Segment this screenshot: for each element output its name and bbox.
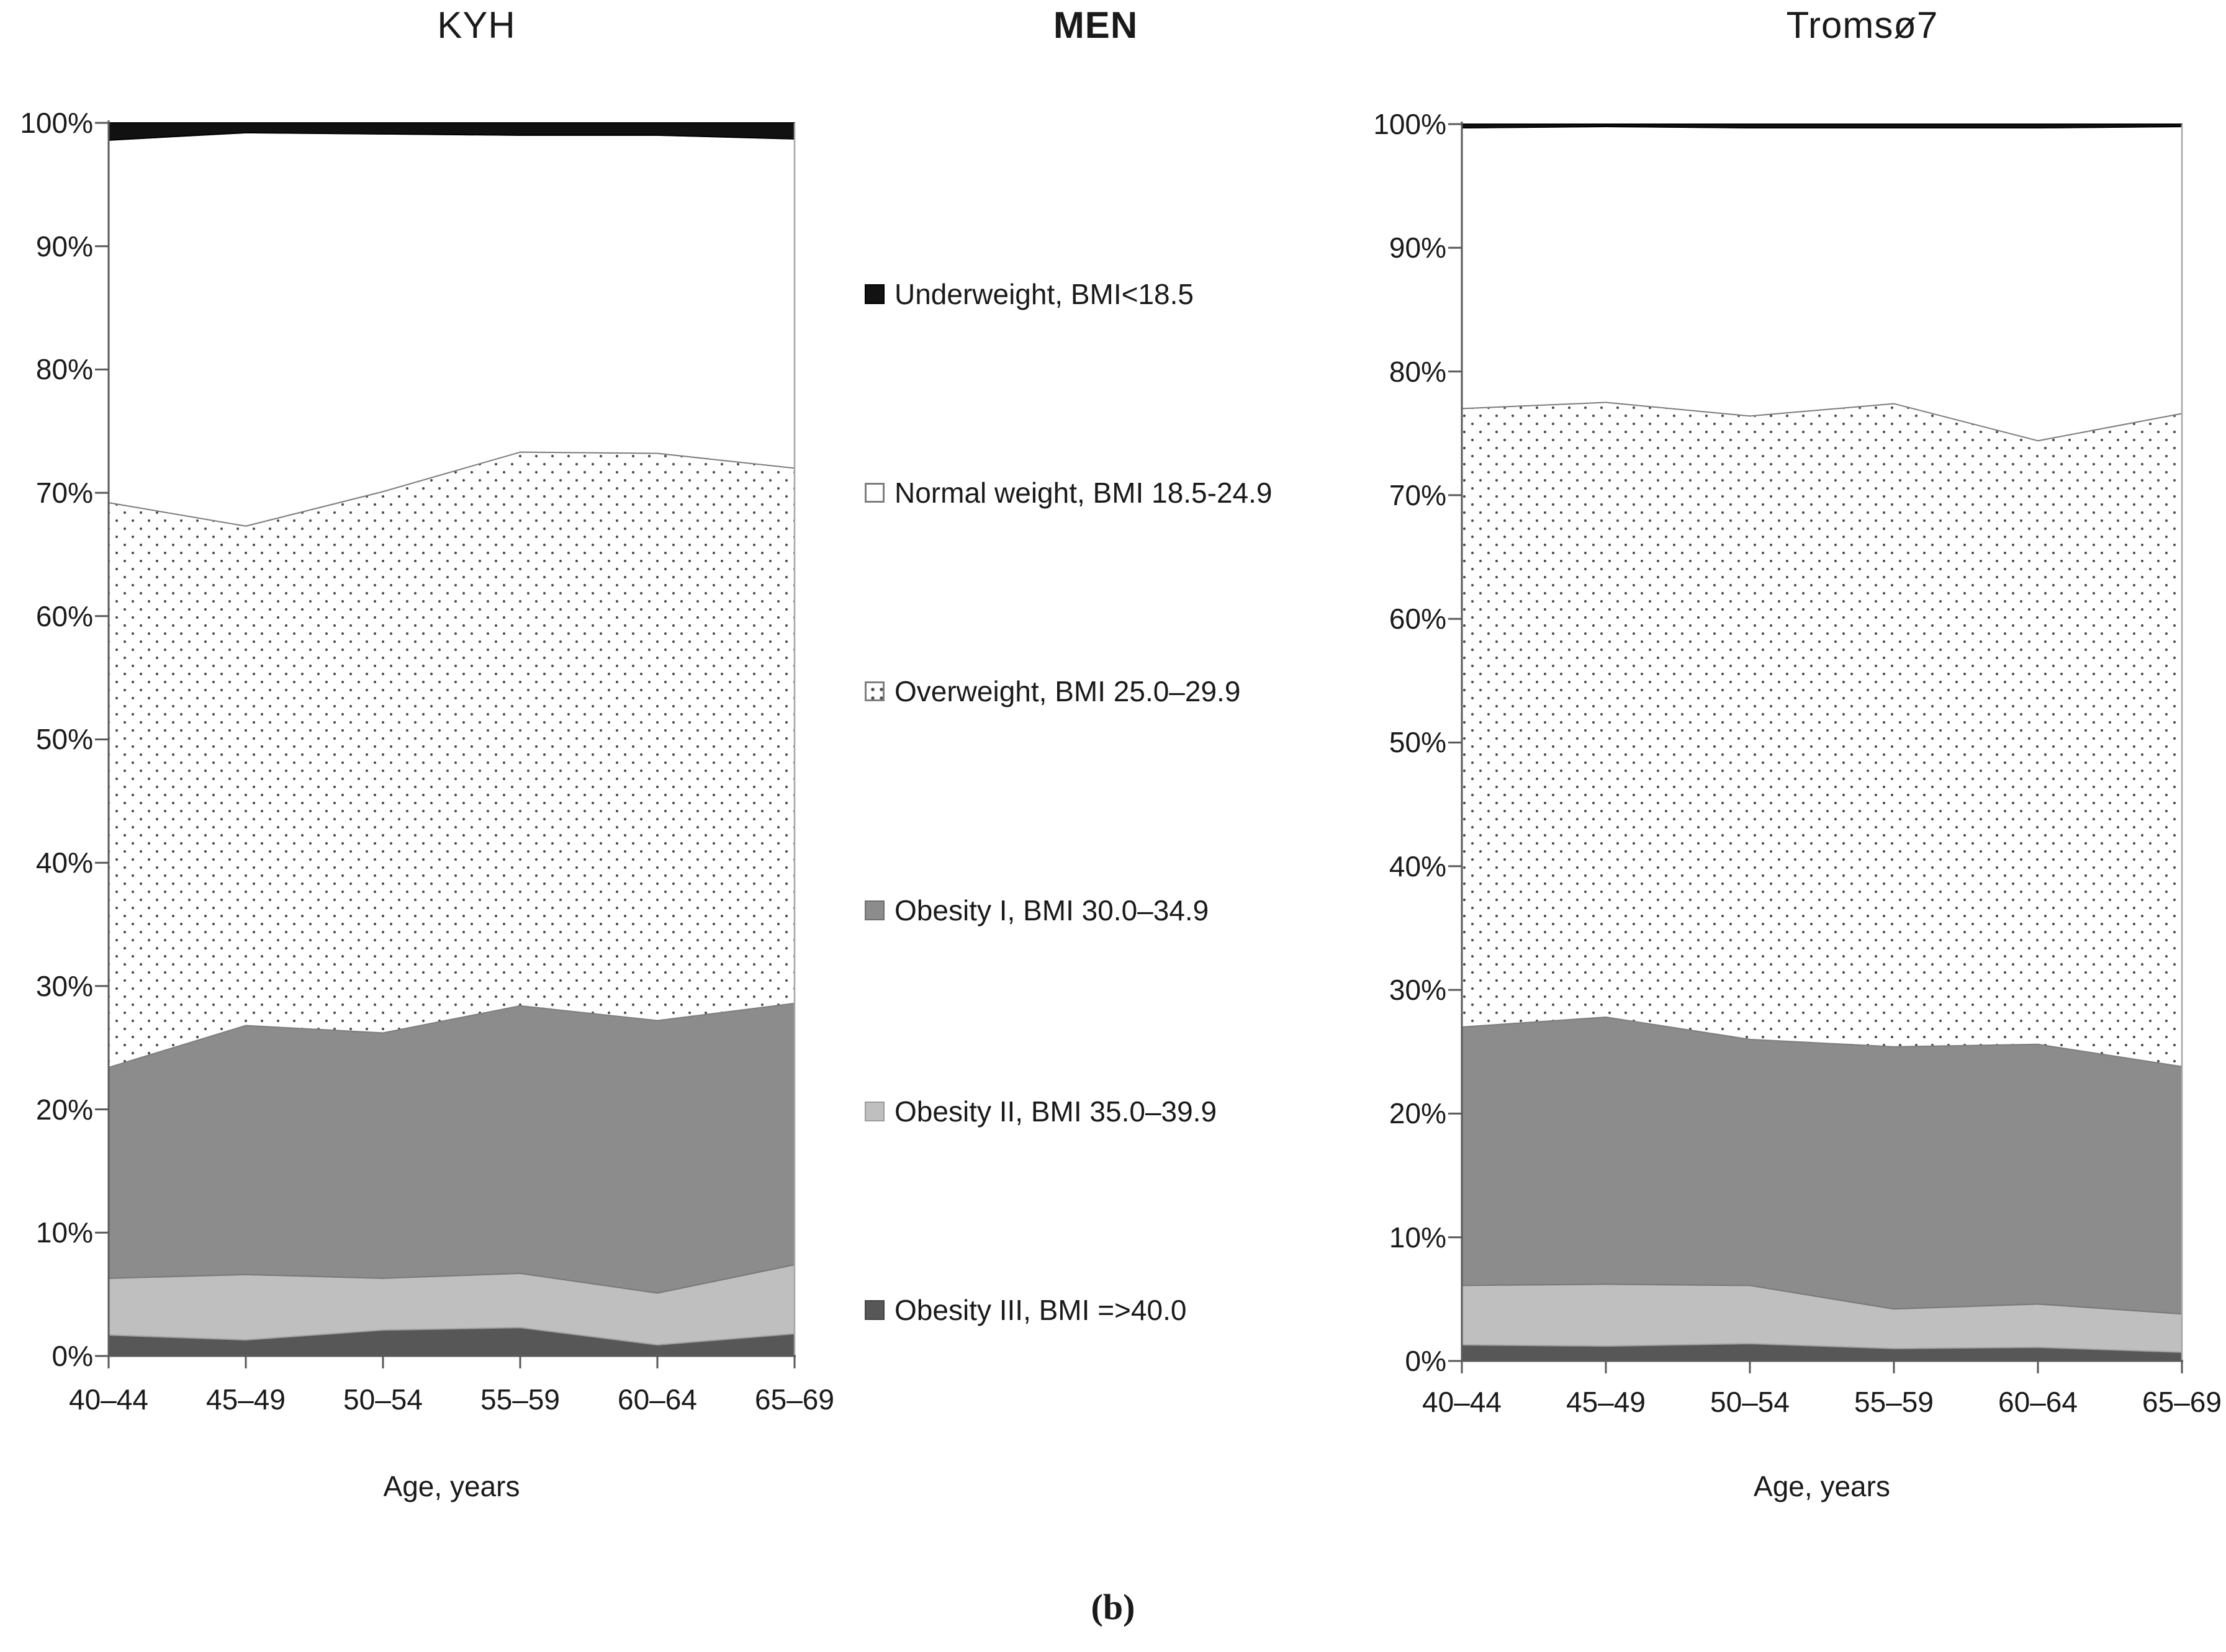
y-tick-label: 40% [35, 846, 93, 879]
legend-item-overweight: Overweight, BMI 25.0–29.9 [865, 675, 1240, 708]
area-band-obesity1-kyh [108, 1002, 795, 1294]
y-tick-label: 80% [1389, 355, 1446, 388]
legend-label: Underweight, BMI<18.5 [894, 278, 1194, 310]
x-tick-label: 55–59 [1854, 1386, 1934, 1418]
y-tick-label: 10% [35, 1216, 93, 1249]
y-tick-label: 10% [1389, 1221, 1446, 1254]
y-tick-label: 40% [1389, 850, 1446, 882]
y-tick-label: 100% [1373, 108, 1446, 140]
y-tick-label: 60% [35, 599, 93, 632]
y-tick-label: 30% [35, 969, 93, 1002]
area-band-obesity1-tromso7 [1461, 1016, 2183, 1315]
y-tick-label: 80% [35, 353, 93, 386]
x-tick-label: 60–64 [618, 1383, 697, 1416]
y-tick-label: 20% [35, 1093, 93, 1126]
y-tick-label: 70% [1389, 478, 1446, 511]
normal-weight-swatch-icon [865, 483, 885, 503]
x-tick-label: 60–64 [1998, 1386, 2078, 1418]
y-axis-labels-tromso7: 100% 90% 80% 70% 60% 50% 40% 30% 20% 10% 0% [1348, 107, 1446, 1378]
x-axis-title-kyh: Age, years [383, 1470, 520, 1502]
overweight-swatch-icon [865, 681, 885, 701]
area-band-overweight-tromso7 [1461, 402, 2183, 1067]
legend-label: Overweight, BMI 25.0–29.9 [894, 675, 1241, 707]
y-tick-label: 50% [1389, 726, 1446, 759]
chart-title-kyh: KYH [437, 4, 516, 46]
legend-item-normal-weight: Normal weight, BMI 18.5-24.9 [865, 476, 1273, 510]
x-tick-label: 40–44 [69, 1383, 148, 1416]
y-axis-labels-kyh: 100% 90% 80% 70% 60% 50% 40% 30% 20% 10% 0% [0, 106, 93, 1373]
y-tick-label: 70% [35, 477, 93, 510]
area-band-overweight-kyh [108, 451, 795, 1069]
y-tick-label: 20% [1389, 1097, 1446, 1130]
x-axis-labels-kyh: 40–44 45–49 50–54 55–59 60–64 65–69 [62, 1383, 841, 1416]
underweight-swatch-icon [865, 284, 885, 304]
legend-item-obesity-3: Obesity III, BMI =>40.0 [865, 1293, 1186, 1327]
y-tick-label: 0% [1405, 1344, 1446, 1377]
y-tick-label: 90% [1389, 231, 1446, 264]
x-tick-label: 45–49 [1566, 1386, 1646, 1418]
figure-caption: (b) [1091, 1587, 1135, 1627]
legend-label: Obesity II, BMI 35.0–39.9 [894, 1095, 1217, 1128]
x-tick-label: 65–69 [755, 1383, 834, 1416]
x-tick-label: 65–69 [2142, 1386, 2222, 1418]
x-tick-label: 50–54 [1710, 1386, 1790, 1418]
y-tick-label: 30% [1389, 974, 1446, 1007]
legend-item-obesity-1: Obesity I, BMI 30.0–34.9 [865, 894, 1209, 927]
x-axis-title-tromso7: Age, years [1754, 1470, 1890, 1502]
legend-label: Obesity III, BMI =>40.0 [894, 1294, 1187, 1326]
x-tick-label: 45–49 [206, 1383, 286, 1416]
x-axis-labels-tromso7: 40–44 45–49 50–54 55–59 60–64 65–69 [1415, 1385, 2226, 1419]
y-tick-label: 100% [20, 107, 93, 139]
legend-label: Obesity I, BMI 30.0–34.9 [894, 894, 1209, 927]
y-tick-label: 60% [1389, 603, 1446, 635]
y-tick-label: 0% [52, 1339, 93, 1372]
legend-item-obesity-2: Obesity II, BMI 35.0–39.9 [865, 1095, 1217, 1128]
area-band-normal-tromso7 [1461, 125, 2183, 442]
x-tick-label: 55–59 [480, 1383, 560, 1416]
obesity-2-swatch-icon [865, 1102, 885, 1121]
obesity-1-swatch-icon [865, 900, 885, 920]
y-tick-label: 50% [35, 723, 93, 756]
chart-title-tromso7: Tromsø7 [1786, 4, 1939, 46]
legend-item-underweight: Underweight, BMI<18.5 [865, 277, 1194, 311]
y-tick-label: 90% [35, 230, 93, 263]
obesity-3-swatch-icon [865, 1300, 885, 1320]
x-tick-label: 50–54 [343, 1383, 423, 1416]
area-band-underweight-tromso7 [1461, 123, 2183, 128]
x-tick-label: 40–44 [1422, 1386, 1502, 1418]
legend-label: Normal weight, BMI 18.5-24.9 [894, 477, 1273, 509]
group-title-men: MEN [1053, 4, 1138, 46]
